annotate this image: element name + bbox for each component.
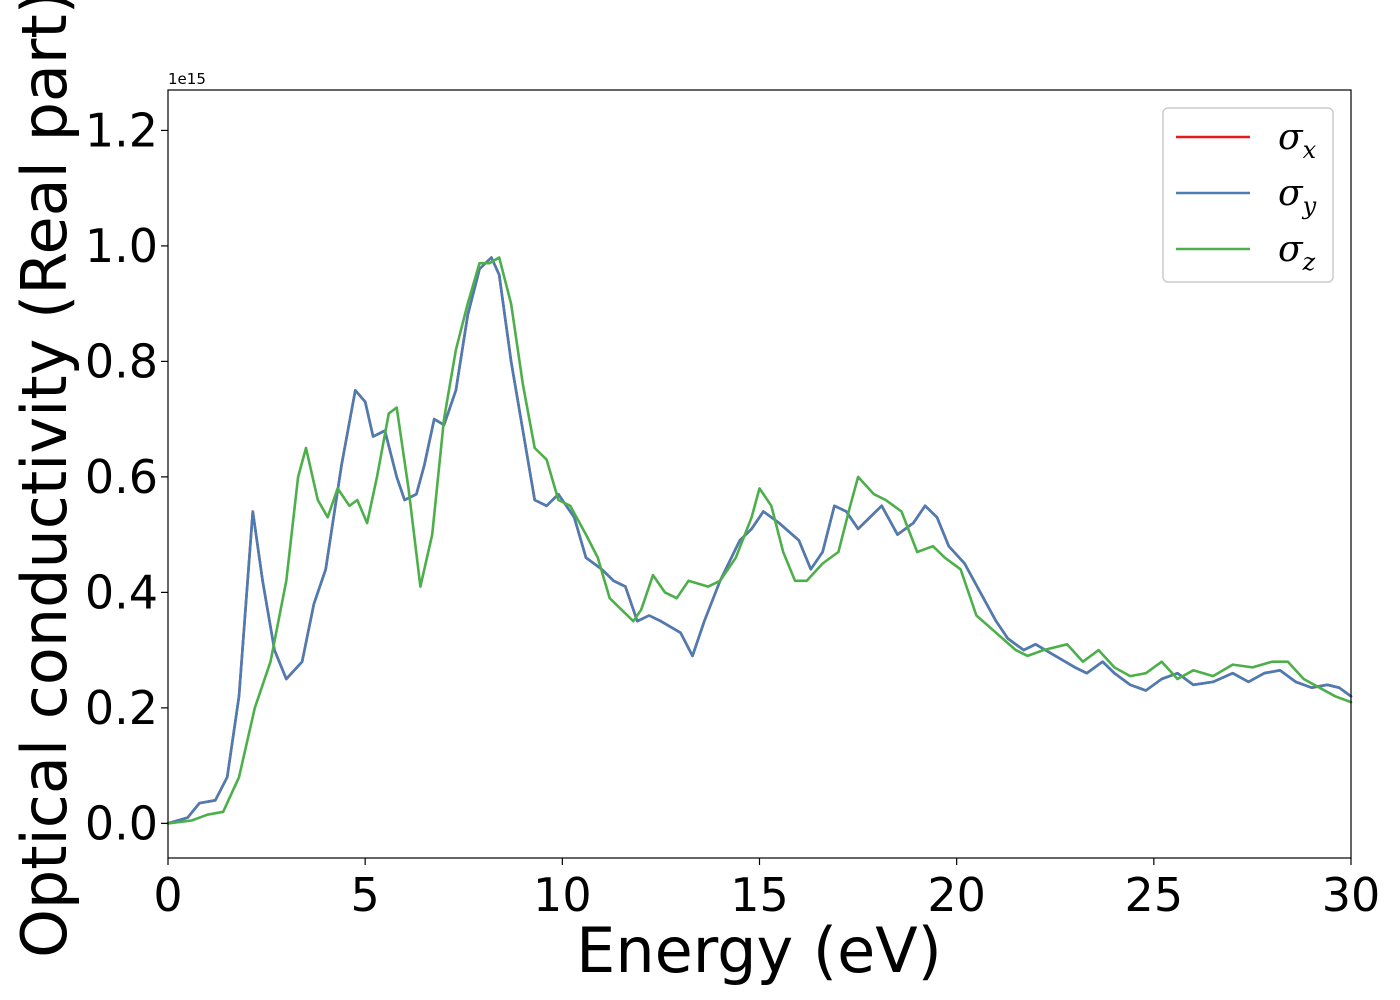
legend-subscript: y	[1302, 192, 1317, 220]
legend-frame	[1162, 107, 1334, 283]
y-tick-label: 0.2	[85, 681, 158, 735]
y-axis: 0.0 0.2 0.4 0.6 0.8 1.0 1.2	[85, 103, 168, 850]
legend-symbol: σ	[1278, 229, 1304, 270]
legend-label-z: σz	[1278, 229, 1316, 276]
series-line-z	[166, 256, 1353, 825]
y-tick-label: 0.4	[85, 565, 158, 619]
y-tick-label: 0.0	[85, 796, 158, 850]
series-layer	[166, 256, 1353, 825]
x-tick-label: 20	[927, 868, 986, 922]
y-tick-label: 1.2	[85, 103, 158, 157]
y-tick-label: 0.8	[85, 334, 158, 388]
x-axis-title: Energy (eV)	[576, 914, 942, 987]
series-line-y	[166, 256, 1353, 825]
y-axis-title: Optical conductivity (Real part)	[8, 0, 81, 958]
legend-symbol: σ	[1278, 173, 1304, 214]
x-tick-label: 0	[153, 868, 182, 922]
x-tick-label: 10	[533, 868, 592, 922]
y-tick-label: 1.0	[85, 219, 158, 273]
legend-subscript: x	[1303, 136, 1317, 164]
legend-subscript: z	[1302, 248, 1316, 276]
x-tick-label: 15	[730, 868, 789, 922]
y-offset-label: 1e15	[168, 70, 206, 88]
x-tick-label: 25	[1125, 868, 1184, 922]
x-tick-label: 5	[351, 868, 380, 922]
plot-background	[168, 90, 1351, 858]
x-axis: 0 5 10 15 20 25 30	[153, 858, 1380, 922]
legend-label-y: σy	[1278, 173, 1317, 220]
y-tick-label: 0.6	[85, 450, 158, 504]
x-tick-label: 30	[1322, 868, 1381, 922]
legend-label-x: σx	[1278, 117, 1317, 164]
legend-symbol: σ	[1278, 117, 1304, 158]
